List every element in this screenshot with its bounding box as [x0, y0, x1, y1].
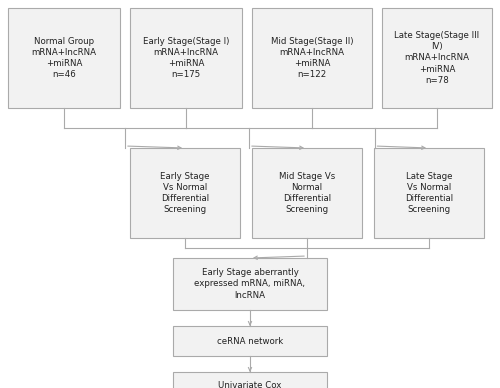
FancyBboxPatch shape	[252, 8, 372, 108]
FancyBboxPatch shape	[173, 258, 327, 310]
Text: Late Stage(Stage III
IV)
mRNA+lncRNA
+miRNA
n=78: Late Stage(Stage III IV) mRNA+lncRNA +mi…	[394, 31, 480, 85]
Text: Early Stage
Vs Normal
Differential
Screening: Early Stage Vs Normal Differential Scree…	[160, 172, 210, 214]
Text: Mid Stage Vs
Normal
Differential
Screening: Mid Stage Vs Normal Differential Screeni…	[279, 172, 335, 214]
Text: Early Stage(Stage I)
mRNA+lncRNA
+miRNA
n=175: Early Stage(Stage I) mRNA+lncRNA +miRNA …	[143, 37, 229, 79]
Text: Early Stage aberrantly
expressed mRNA, miRNA,
lncRNA: Early Stage aberrantly expressed mRNA, m…	[194, 268, 306, 300]
FancyBboxPatch shape	[173, 372, 327, 388]
FancyBboxPatch shape	[8, 8, 120, 108]
FancyBboxPatch shape	[382, 8, 492, 108]
FancyBboxPatch shape	[173, 326, 327, 356]
Text: Late Stage
Vs Normal
Differential
Screening: Late Stage Vs Normal Differential Screen…	[405, 172, 453, 214]
Text: Normal Group
mRNA+lncRNA
+miRNA
n=46: Normal Group mRNA+lncRNA +miRNA n=46	[32, 37, 96, 79]
FancyBboxPatch shape	[130, 148, 240, 238]
Text: Univariate Cox
regression analysis: Univariate Cox regression analysis	[209, 381, 291, 388]
FancyBboxPatch shape	[130, 8, 242, 108]
Text: ceRNA network: ceRNA network	[217, 336, 283, 345]
FancyBboxPatch shape	[374, 148, 484, 238]
FancyBboxPatch shape	[252, 148, 362, 238]
Text: Mid Stage(Stage II)
mRNA+lncRNA
+miRNA
n=122: Mid Stage(Stage II) mRNA+lncRNA +miRNA n…	[271, 37, 353, 79]
